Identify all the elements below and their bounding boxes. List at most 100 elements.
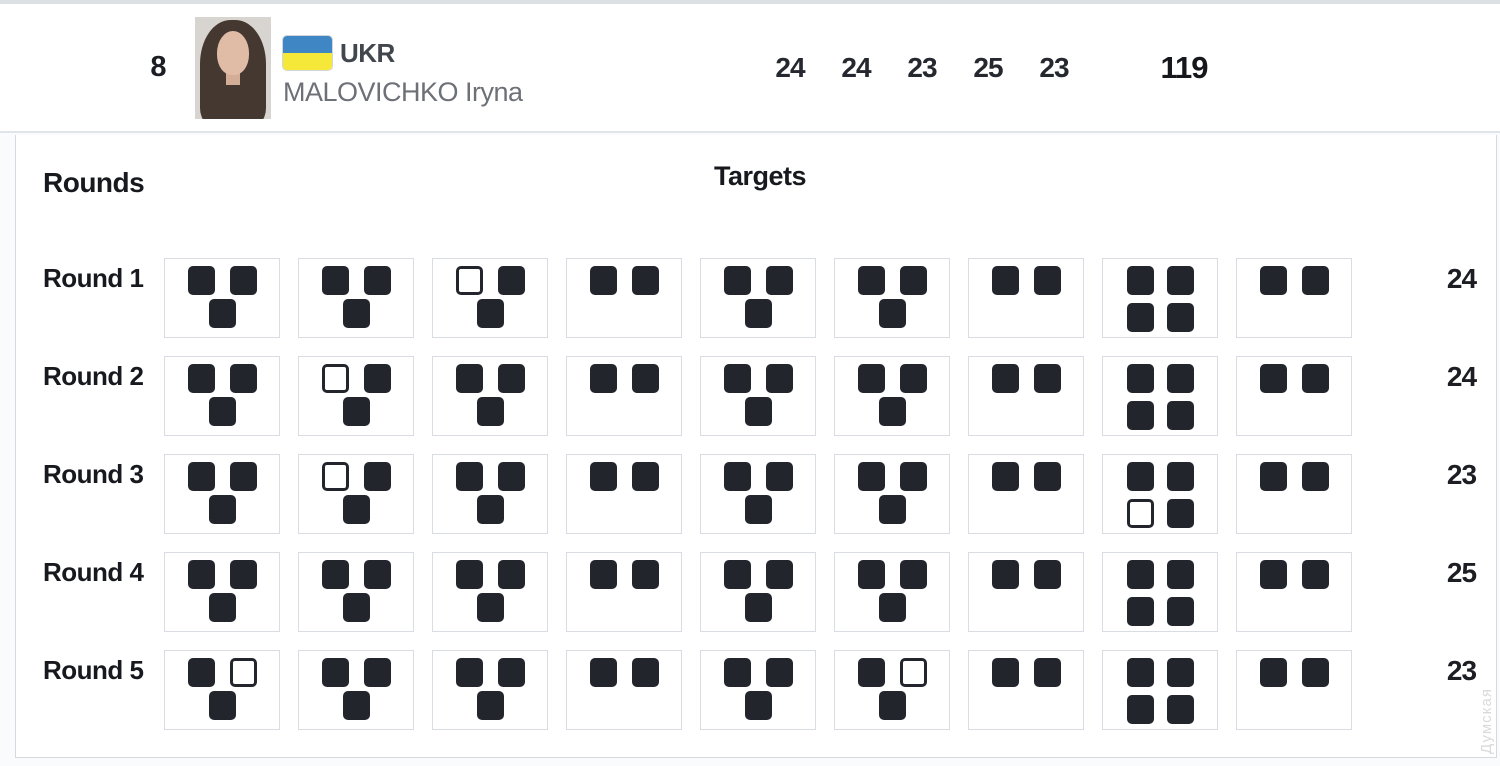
target-hit-square xyxy=(878,299,906,328)
target-hit-square xyxy=(631,364,659,393)
target-square-row xyxy=(589,658,659,687)
target-station-box xyxy=(164,258,280,338)
target-hit-square xyxy=(1126,597,1154,626)
target-hit-square xyxy=(208,495,236,524)
target-hit-square xyxy=(1166,401,1194,430)
target-hit-square xyxy=(208,691,236,720)
target-hit-square xyxy=(1126,462,1154,491)
target-station-box xyxy=(164,650,280,730)
round-label: Round 4 xyxy=(43,557,144,587)
round-label: Round 1 xyxy=(43,263,144,293)
target-station-box xyxy=(700,258,816,338)
target-square-row xyxy=(589,266,659,295)
target-station-box xyxy=(164,454,280,534)
target-hit-square xyxy=(723,364,751,393)
target-square-row xyxy=(589,364,659,393)
target-square-row xyxy=(1259,560,1329,589)
target-hit-square xyxy=(1259,462,1287,491)
target-hit-square xyxy=(455,560,483,589)
target-hit-square xyxy=(631,462,659,491)
target-hit-square xyxy=(765,364,793,393)
target-square-row xyxy=(455,462,525,491)
target-hit-square xyxy=(1166,499,1194,528)
header-round-score: 25 xyxy=(973,51,1003,83)
target-square-row xyxy=(476,593,504,622)
target-hit-square xyxy=(631,560,659,589)
target-hit-square xyxy=(1033,462,1061,491)
target-station-box xyxy=(1236,356,1352,436)
target-square-row xyxy=(857,658,927,687)
target-station-box xyxy=(1102,650,1218,730)
target-square-row xyxy=(342,691,370,720)
target-station-box xyxy=(1102,356,1218,436)
target-square-row xyxy=(208,495,236,524)
target-hit-square xyxy=(899,364,927,393)
target-square-row xyxy=(1126,303,1194,332)
target-square-row xyxy=(321,560,391,589)
target-station-box xyxy=(968,356,1084,436)
target-hit-square xyxy=(1126,695,1154,724)
target-hit-square xyxy=(476,593,504,622)
target-square-row xyxy=(1259,266,1329,295)
target-square-row xyxy=(342,299,370,328)
target-hit-square xyxy=(476,691,504,720)
flag-top-stripe xyxy=(283,36,332,53)
target-square-row xyxy=(991,364,1061,393)
target-station-box xyxy=(968,552,1084,632)
target-hit-square xyxy=(476,299,504,328)
target-hit-square xyxy=(765,560,793,589)
round-score: 23 xyxy=(1446,459,1477,490)
target-square-row xyxy=(321,658,391,687)
target-square-row xyxy=(991,266,1061,295)
target-station-box xyxy=(834,258,950,338)
target-hit-square xyxy=(321,560,349,589)
watermark: Думская xyxy=(1478,688,1495,754)
country-code: UKR xyxy=(340,38,395,68)
target-hit-square xyxy=(497,658,525,687)
target-hit-square xyxy=(723,266,751,295)
target-hit-square xyxy=(1166,303,1194,332)
target-hit-square xyxy=(342,495,370,524)
target-station-box xyxy=(968,454,1084,534)
athlete-name: MALOVICHKO Iryna xyxy=(283,77,523,107)
target-square-row xyxy=(991,462,1061,491)
target-hit-square xyxy=(857,658,885,687)
target-hit-square xyxy=(1301,266,1329,295)
target-hit-square xyxy=(1259,364,1287,393)
target-square-row xyxy=(878,593,906,622)
target-square-row xyxy=(321,462,391,491)
target-square-row xyxy=(1126,658,1194,687)
target-hit-square xyxy=(1166,560,1194,589)
target-hit-square xyxy=(363,266,391,295)
round-score: 25 xyxy=(1446,557,1477,588)
target-square-row xyxy=(723,266,793,295)
target-station-box xyxy=(298,258,414,338)
target-hit-square xyxy=(1301,560,1329,589)
rounds-column-header: Rounds xyxy=(43,167,145,198)
target-miss-square xyxy=(899,658,927,687)
target-station-box xyxy=(700,650,816,730)
target-hit-square xyxy=(1033,364,1061,393)
target-square-row xyxy=(1126,266,1194,295)
target-station-box xyxy=(700,356,816,436)
target-hit-square xyxy=(321,266,349,295)
target-miss-square xyxy=(321,364,349,393)
target-stations xyxy=(164,454,1352,534)
target-square-row xyxy=(1126,597,1194,626)
target-hit-square xyxy=(631,658,659,687)
target-hit-square xyxy=(1033,658,1061,687)
target-square-row xyxy=(723,364,793,393)
round-row: Round 2 24 xyxy=(16,356,1496,436)
target-station-box xyxy=(834,454,950,534)
target-square-row xyxy=(187,266,257,295)
target-square-row xyxy=(321,266,391,295)
target-hit-square xyxy=(765,658,793,687)
target-hit-square xyxy=(991,462,1019,491)
target-hit-square xyxy=(899,462,927,491)
target-stations xyxy=(164,552,1352,632)
target-hit-square xyxy=(723,560,751,589)
target-hit-square xyxy=(991,658,1019,687)
target-hit-square xyxy=(1259,658,1287,687)
target-square-row xyxy=(1126,401,1194,430)
target-square-row xyxy=(723,462,793,491)
